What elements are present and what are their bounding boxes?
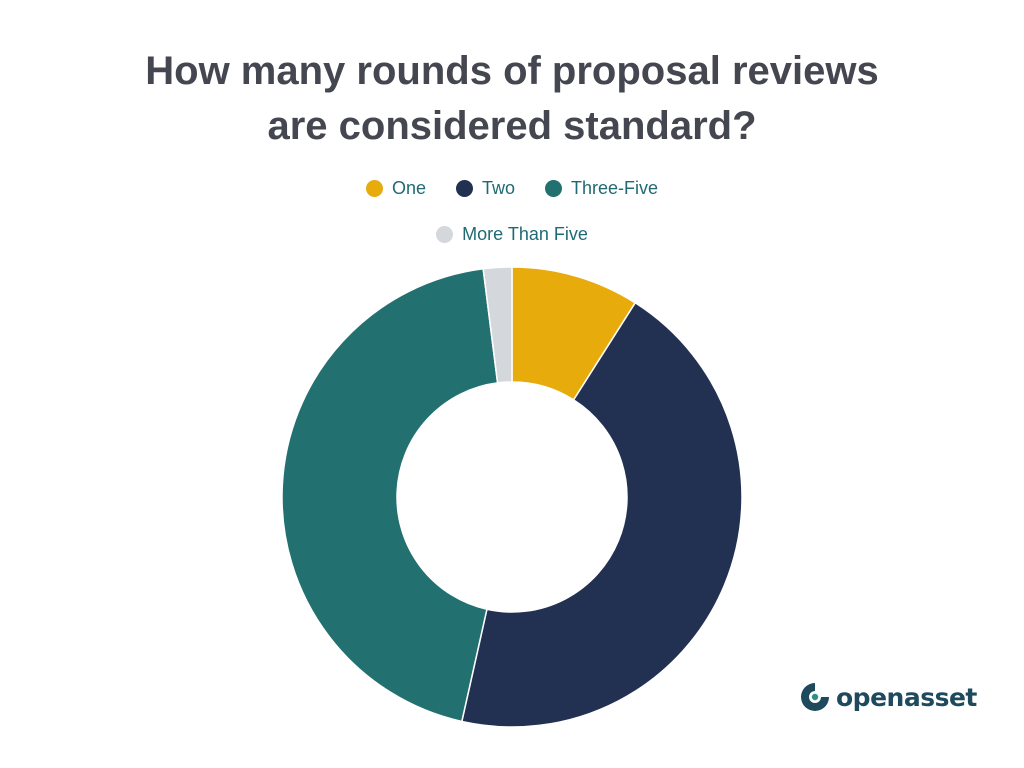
donut-slice-two[interactable] <box>460 301 743 728</box>
legend-label-two: Two <box>481 178 515 198</box>
openasset-logo-text: openasset <box>836 682 977 712</box>
legend-swatch-more-than-five <box>436 226 454 243</box>
legend-item-two[interactable]: Two <box>455 178 515 199</box>
legend-row-2: More Than Five <box>0 224 1024 245</box>
legend-swatch-one <box>365 180 383 197</box>
legend-item-three-five[interactable]: Three-Five <box>545 178 658 199</box>
legend-item-more-than-five[interactable]: More Than Five <box>436 224 588 245</box>
chart-title-line-2: are considered standard? <box>267 104 757 148</box>
legend-row-1: One Two Three-Five <box>0 178 1024 199</box>
legend-swatch-three-five <box>545 180 562 197</box>
legend-item-one[interactable]: One <box>365 178 426 199</box>
chart-title-line-1: How many rounds of proposal reviews <box>145 49 879 93</box>
donut-slice-more-than-five[interactable] <box>482 266 513 384</box>
legend-label-one: One <box>391 178 426 198</box>
donut-slice-three-five[interactable] <box>281 267 499 723</box>
legend-label-three-five: Three-Five <box>571 178 659 198</box>
chart-title: How many rounds of proposal reviews are … <box>0 44 1024 154</box>
openasset-logo-icon <box>801 683 829 711</box>
openasset-logo: openasset <box>800 681 977 713</box>
legend-label-more-than-five: More Than Five <box>462 224 588 244</box>
legend-swatch-two <box>455 180 473 197</box>
